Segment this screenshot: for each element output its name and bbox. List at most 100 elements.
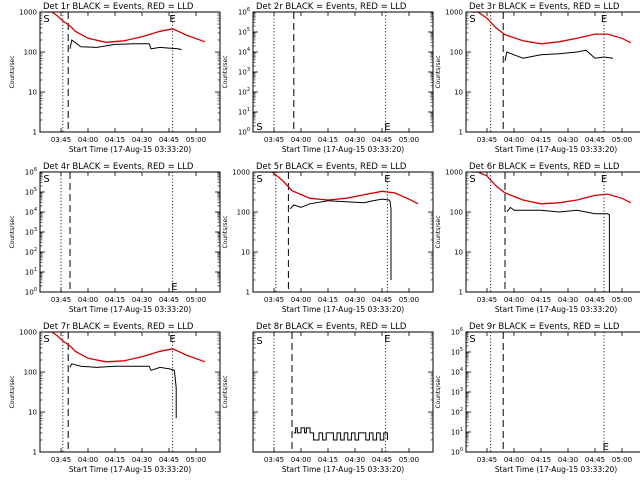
panel-title: Det 8r BLACK = Events, RED = LLD xyxy=(256,322,407,332)
x-tick-label: 04:30 xyxy=(132,296,152,304)
x-tick-label: 04:30 xyxy=(345,136,365,144)
end-marker-e: E xyxy=(384,334,390,345)
panel-det-3: Det 3r BLACK = Events, RED = LLD Counts/s… xyxy=(435,2,640,154)
end-marker-e: E xyxy=(384,174,390,185)
y-axis-label: Counts/sec xyxy=(435,215,442,248)
x-tick-label: 05:00 xyxy=(399,296,419,304)
plot-frame xyxy=(465,11,640,133)
y-tick-label: 106 xyxy=(238,7,250,17)
events-series-line xyxy=(289,198,392,280)
y-tick-label: 103 xyxy=(25,227,37,237)
y-axis-label: Counts/sec xyxy=(9,375,16,408)
x-axis-label: Start Time (17-Aug-15 03:33:20) xyxy=(282,145,404,154)
y-tick-label: 10 xyxy=(241,249,250,257)
end-marker-e: E xyxy=(601,14,607,25)
x-tick-label: 05:00 xyxy=(399,136,419,144)
start-marker-s: S xyxy=(469,334,475,345)
y-tick-label: 102 xyxy=(451,407,463,417)
start-marker-s: S xyxy=(256,174,262,185)
x-tick-label: 04:15 xyxy=(531,136,551,144)
x-tick-label: 05:00 xyxy=(612,136,632,144)
y-tick-label: 105 xyxy=(25,187,37,197)
x-tick-label: 04:00 xyxy=(78,456,98,464)
y-axis-label: Counts/sec xyxy=(435,55,442,88)
start-marker-s: S xyxy=(256,122,262,133)
panel-det-5: Det 5r BLACK = Events, RED = LLD Counts/s… xyxy=(222,162,434,314)
panel-title: Det 9r BLACK = Events, RED = LLD xyxy=(469,322,620,332)
start-marker-s: S xyxy=(469,174,475,185)
plot-frame xyxy=(252,171,434,293)
x-tick-label: 04:15 xyxy=(105,296,125,304)
x-tick-label: 04:45 xyxy=(159,136,179,144)
x-tick-label: 04:45 xyxy=(585,136,605,144)
y-tick-label: 1000 xyxy=(19,9,37,17)
y-axis-label: Counts/sec xyxy=(222,55,229,88)
panel-title: Det 7r BLACK = Events, RED = LLD xyxy=(43,322,194,332)
plot-frame xyxy=(252,331,434,453)
panel-title: Det 2r BLACK = Events, RED = LLD xyxy=(256,2,407,12)
x-tick-label: 04:00 xyxy=(78,296,98,304)
x-axis-label: Start Time (17-Aug-15 03:33:20) xyxy=(69,305,191,314)
y-tick-label: 100 xyxy=(450,209,463,217)
panel-title: Det 6r BLACK = Events, RED = LLD xyxy=(469,162,620,172)
y-tick-label: 104 xyxy=(238,47,250,57)
start-marker-s: S xyxy=(256,336,262,347)
end-marker-e: E xyxy=(169,334,175,345)
events-series-line xyxy=(504,49,614,61)
x-tick-label: 05:00 xyxy=(186,456,206,464)
plot-frame xyxy=(39,171,221,293)
y-tick-label: 1 xyxy=(246,289,250,297)
panel-det-4: Det 4r BLACK = Events, RED = LLD Counts/s… xyxy=(9,162,221,314)
plot-frame xyxy=(39,11,221,133)
panel-det-9: Det 9r BLACK = Events, RED = LLD Counts/s… xyxy=(435,322,640,474)
x-tick-label: 04:30 xyxy=(558,456,578,464)
panel-det-1: Det 1r BLACK = Events, RED = LLD Counts/s… xyxy=(9,2,221,154)
x-axis-label: Start Time (17-Aug-15 03:33:20) xyxy=(495,465,617,474)
x-tick-label: 05:00 xyxy=(399,456,419,464)
start-marker-s: S xyxy=(43,174,49,185)
y-tick-label: 100 xyxy=(451,447,463,457)
x-tick-label: 04:45 xyxy=(372,456,392,464)
x-tick-label: 04:15 xyxy=(531,456,551,464)
x-axis-label: Start Time (17-Aug-15 03:33:20) xyxy=(282,465,404,474)
x-tick-label: 03:45 xyxy=(264,136,284,144)
x-tick-label: 03:45 xyxy=(51,296,71,304)
plot-frame xyxy=(465,331,640,453)
lld-series-line xyxy=(259,172,419,205)
panel-title: Det 1r BLACK = Events, RED = LLD xyxy=(43,2,194,12)
x-tick-label: 04:00 xyxy=(291,136,311,144)
y-tick-label: 105 xyxy=(451,347,463,357)
y-tick-label: 10 xyxy=(28,409,37,417)
end-marker-e: E xyxy=(384,122,390,133)
y-tick-label: 100 xyxy=(450,49,463,57)
y-axis-label: Counts/sec xyxy=(9,55,16,88)
x-tick-label: 03:45 xyxy=(51,456,71,464)
y-tick-label: 1000 xyxy=(445,9,463,17)
y-tick-label: 100 xyxy=(24,49,37,57)
panel-title: Det 5r BLACK = Events, RED = LLD xyxy=(256,162,407,172)
x-tick-label: 03:45 xyxy=(477,136,497,144)
x-tick-label: 04:00 xyxy=(504,296,524,304)
x-tick-label: 04:45 xyxy=(159,296,179,304)
x-tick-label: 03:45 xyxy=(264,296,284,304)
x-tick-label: 05:00 xyxy=(186,296,206,304)
plot-frame xyxy=(465,171,640,293)
x-tick-label: 05:00 xyxy=(186,136,206,144)
y-tick-label: 1000 xyxy=(232,169,250,177)
y-tick-label: 102 xyxy=(25,247,37,257)
start-marker-s: S xyxy=(43,334,49,345)
x-tick-label: 05:00 xyxy=(612,456,632,464)
y-axis-label: Counts/sec xyxy=(435,375,442,408)
x-tick-label: 04:15 xyxy=(105,136,125,144)
x-tick-label: 04:15 xyxy=(318,296,338,304)
end-marker-e: E xyxy=(169,14,175,25)
y-tick-label: 100 xyxy=(237,209,250,217)
y-tick-label: 10 xyxy=(454,89,463,97)
y-tick-label: 1 xyxy=(33,129,37,137)
lld-series-line xyxy=(472,12,632,45)
x-tick-label: 04:45 xyxy=(372,296,392,304)
y-tick-label: 1 xyxy=(33,449,37,457)
panel-det-7: Det 7r BLACK = Events, RED = LLD Counts/s… xyxy=(9,322,221,474)
x-tick-label: 04:15 xyxy=(531,296,551,304)
